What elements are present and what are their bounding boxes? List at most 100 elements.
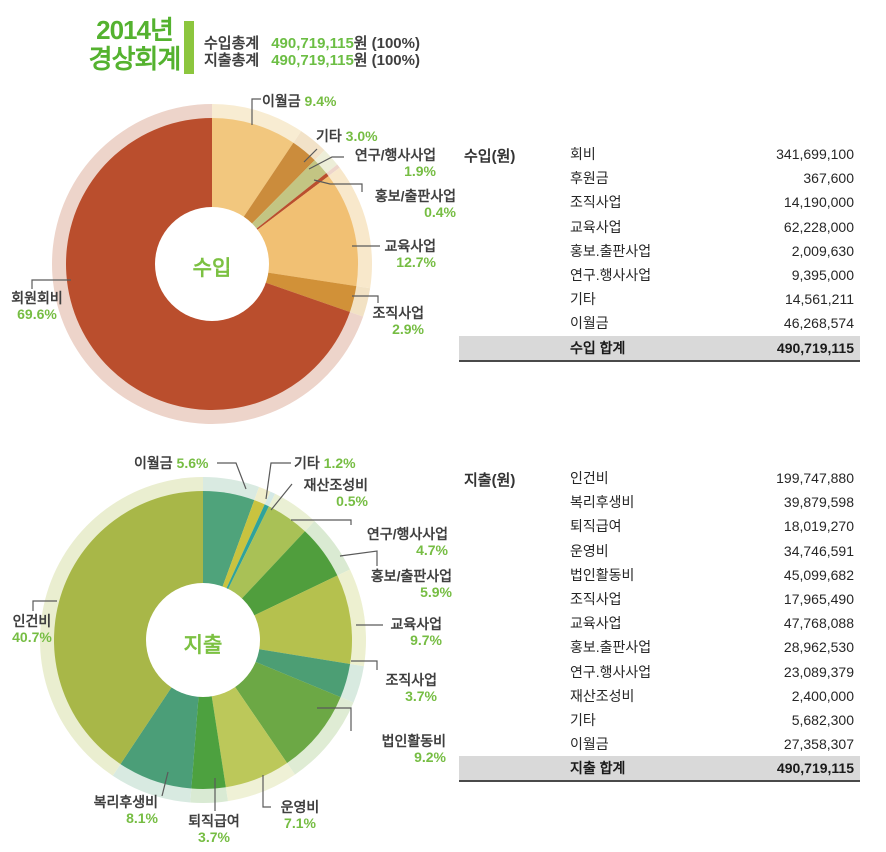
row-label: 기타 xyxy=(570,711,596,728)
expense-callout-research: 연구/행사사업 4.7% xyxy=(366,526,448,558)
row-value: 199,747,880 xyxy=(776,470,854,487)
expense-callout-welfare: 복리후생비 8.1% xyxy=(93,794,158,826)
row-value: 490,719,115 xyxy=(776,339,854,356)
expense-callout-carryover: 이월금 5.6% xyxy=(134,455,209,471)
row-value: 17,965,490 xyxy=(783,591,854,608)
row-label: 홍보.출판사업 xyxy=(570,639,652,656)
row-label: 퇴직급여 xyxy=(570,518,622,535)
income-callout-membership: 회원회비 69.6% xyxy=(11,290,63,322)
income-callout-organization: 조직사업 2.9% xyxy=(372,305,424,337)
expense-slice-halo-5.9% xyxy=(203,521,350,640)
row-label: 회비 xyxy=(570,146,596,163)
income-table: 회비 341,699,100 후원금 367,600 조직사업 14,190,000 교육사… xyxy=(459,142,860,362)
expense-slice-halo-40.7% xyxy=(40,477,203,776)
row-label: 이월금 xyxy=(570,736,609,753)
table-row: 조직사업 14,190,000 xyxy=(459,190,860,214)
income-slice-halo-1.9% xyxy=(212,150,338,264)
income-center-label: 수입 xyxy=(192,257,232,280)
income-table-header: 수입(원) xyxy=(464,148,516,165)
row-label: 복리후생비 xyxy=(570,494,635,511)
leader-line xyxy=(291,519,352,525)
row-value: 14,190,000 xyxy=(783,194,854,211)
row-value: 2,400,000 xyxy=(791,687,854,704)
table-row: 법인활동비 45,099,682 xyxy=(459,563,860,587)
table-row: 복리후생비 39,879,598 xyxy=(459,490,860,514)
expense-callout-publication: 홍보/출판사업 5.9% xyxy=(370,568,452,600)
row-label: 운영비 xyxy=(570,542,609,559)
expense-total-suffix: 원 xyxy=(353,52,368,69)
income-slice-halo-0.4% xyxy=(212,164,340,264)
row-label: 후원금 xyxy=(570,170,609,187)
income-slice-halo-9.4% xyxy=(212,104,302,264)
table-row: 후원금 367,600 xyxy=(459,166,860,190)
row-value: 490,719,115 xyxy=(776,760,854,777)
table-row: 기타 14,561,211 xyxy=(459,287,860,311)
expense-callout-asset: 재산조성비 0.5% xyxy=(303,477,368,509)
leader-line xyxy=(270,483,293,511)
expense-callout-organization: 조직사업 3.7% xyxy=(385,672,437,704)
expense-slice-0.5% xyxy=(203,504,269,640)
leader-line xyxy=(161,771,169,797)
table-row: 조직사업 17,965,490 xyxy=(459,587,860,611)
table-row: 연구.행사사업 23,089,379 xyxy=(459,660,860,684)
expense-slice-halo-8.1% xyxy=(112,640,203,803)
row-label: 조직사업 xyxy=(570,194,622,211)
row-value: 34,746,591 xyxy=(783,542,854,559)
expense-slice-halo-9.2% xyxy=(203,640,354,775)
income-slice-halo-3.0% xyxy=(212,131,325,264)
page-title-line1: 2014년 xyxy=(96,15,174,45)
page-title-line2: 경상회계 xyxy=(88,44,182,74)
expense-callout-severance: 퇴직급여 3.7% xyxy=(188,813,240,845)
table-row: 교육사업 62,228,000 xyxy=(459,215,860,239)
expense-slice-halo-7.1% xyxy=(203,640,295,802)
expense-callout-labor: 인건비 40.7% xyxy=(12,613,52,645)
row-value: 2,009,630 xyxy=(791,242,854,259)
leader-line xyxy=(32,600,57,611)
row-label: 지출 합계 xyxy=(570,760,626,777)
expense-callout-corporate: 법인활동비 9.2% xyxy=(381,733,446,765)
income-slice-9.4% xyxy=(212,118,294,264)
table-row: 이월금 27,358,307 xyxy=(459,732,860,756)
row-label: 조직사업 xyxy=(570,591,622,608)
expense-slice-halo-3.7% xyxy=(190,640,228,804)
income-callout-research: 연구/행사사업 1.9% xyxy=(354,147,436,179)
row-label: 교육사업 xyxy=(570,615,622,632)
income-slice-1.9% xyxy=(212,160,327,264)
expense-total-pct: (100%) xyxy=(371,52,420,69)
expense-callout-etc: 기타 1.2% xyxy=(294,455,356,471)
income-callout-publication: 홍보/출판사업 0.4% xyxy=(374,188,456,220)
leader-line xyxy=(352,295,379,303)
row-value: 45,099,682 xyxy=(783,566,854,583)
income-total-label: 수입총계 xyxy=(204,35,260,52)
row-value: 62,228,000 xyxy=(783,218,854,235)
expense-slice-halo-1.2% xyxy=(203,486,271,640)
row-value: 341,699,100 xyxy=(776,146,854,163)
expense-slice-5.9% xyxy=(203,531,338,640)
table-row: 홍보.출판사업 28,962,530 xyxy=(459,635,860,659)
row-value: 23,089,379 xyxy=(783,663,854,680)
income-callout-etc: 기타 3.0% xyxy=(316,128,378,144)
row-label: 재산조성비 xyxy=(570,687,635,704)
expense-slice-halo-5.6% xyxy=(203,477,260,640)
row-value: 47,768,088 xyxy=(783,615,854,632)
leader-line xyxy=(265,462,291,500)
leader-line xyxy=(217,462,247,490)
row-value: 14,561,211 xyxy=(784,291,854,308)
leader-line xyxy=(351,660,378,670)
expense-slice-5.6% xyxy=(203,491,255,640)
leader-line xyxy=(317,707,352,731)
expense-slice-halo-0.5% xyxy=(203,491,276,640)
income-callout-education: 교육사업 12.7% xyxy=(384,238,436,270)
row-label: 교육사업 xyxy=(570,218,622,235)
expense-table-header: 지출(원) xyxy=(464,472,516,489)
income-slice-3.0% xyxy=(212,142,315,264)
leader-line xyxy=(303,148,318,163)
row-value: 9,395,000 xyxy=(791,267,854,284)
expense-total-line: 지출총계 490,719,115원 (100%) xyxy=(204,52,420,69)
row-value: 39,879,598 xyxy=(783,494,854,511)
expense-callout-operation: 운영비 7.1% xyxy=(280,799,320,831)
leader-line xyxy=(31,279,71,289)
row-label: 기타 xyxy=(570,291,596,308)
table-row: 퇴직급여 18,019,270 xyxy=(459,514,860,538)
row-label: 이월금 xyxy=(570,315,609,332)
